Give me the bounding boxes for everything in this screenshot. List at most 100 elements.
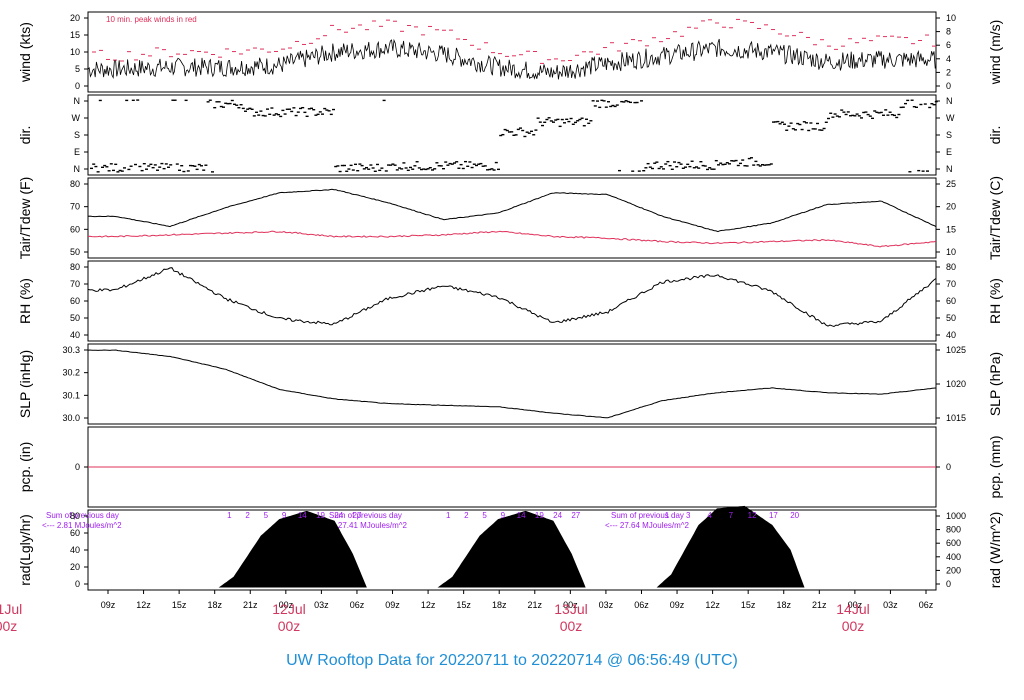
x-tick-label: 00z [279, 600, 294, 610]
slp-ylabel: SLP (inHg) [17, 350, 33, 418]
y-tick-label: 0 [946, 462, 951, 472]
rad-hour-label: 5 [482, 511, 487, 520]
rad-hour-label: 17 [769, 511, 778, 520]
chart-title: UW Rooftop Data for 20220711 to 20220714… [286, 652, 738, 669]
rad-hour-label: 5 [264, 511, 269, 520]
x-tick-label: 03z [314, 600, 329, 610]
y-tick-label: 2 [946, 67, 951, 77]
rad-annotation-3-line1: Sum of previous day [611, 511, 684, 520]
y-tick-label: 80 [70, 511, 80, 521]
rad-annotation-1-line1: Sum of previous day [46, 511, 119, 520]
y-tick-label: 60 [70, 528, 80, 538]
y-tick-label: 40 [946, 330, 956, 340]
rad-hour-label: 12 [748, 511, 757, 520]
x-tick-label: 12z [421, 600, 436, 610]
y-tick-label: 50 [70, 313, 80, 323]
y-tick-label: 1000 [946, 511, 966, 521]
y-tick-label: 50 [70, 247, 80, 257]
rad-hour-label: 1 [665, 511, 670, 520]
y-tick-label: 40 [70, 545, 80, 555]
y-tick-label: 1020 [946, 379, 966, 389]
y-tick-label: 10 [946, 13, 956, 23]
dew-point-line [87, 230, 937, 248]
date-hour-label: 00z [278, 618, 301, 634]
rad-hour-label: 20 [790, 511, 799, 520]
x-tick-label: 15z [741, 600, 756, 610]
y-tick-label: 60 [70, 296, 80, 306]
x-tick-label: 18z [776, 600, 791, 610]
x-tick-label: 15z [456, 600, 471, 610]
y-tick-label: 70 [946, 279, 956, 289]
rad-hour-label: 2 [464, 511, 469, 520]
y-tick-label: N [74, 164, 81, 174]
rad-hour-label: 19 [316, 511, 325, 520]
wind-ylabel: wind (kts) [17, 22, 33, 83]
y-tick-label: 1025 [946, 345, 966, 355]
y-tick-label: 400 [946, 552, 961, 562]
rad-hour-label: 9 [501, 511, 506, 520]
x-tick-label: 09z [101, 600, 116, 610]
rh-ylabel: RH (%) [17, 278, 33, 324]
rad-hour-label: 24 [553, 511, 562, 520]
rad-annotation-3-line2: <--- 27.64 MJoules/m^2 [605, 521, 690, 530]
y-tick-label: 0 [75, 462, 80, 472]
rad-annotation-1-line2: <--- 2.81 MJoules/m^2 [42, 521, 122, 530]
dir-ylabel-right: dir. [987, 126, 1003, 145]
y-tick-label: 40 [70, 330, 80, 340]
rad-hour-label: 1 [446, 511, 451, 520]
x-tick-label: 03z [599, 600, 614, 610]
x-tick-label: 18z [207, 600, 222, 610]
rad-hour-label: 9 [282, 511, 287, 520]
rad-ylabel: rad(Lgly/hr) [17, 514, 33, 586]
rad-hour-label: 4 [707, 511, 712, 520]
rad-annotation-2-line2: <--- 27.41 MJoules/m^2 [323, 521, 408, 530]
rad-annotations: Sum of previous day <--- 2.81 MJoules/m^… [42, 511, 690, 530]
x-tick-label: 03z [883, 600, 898, 610]
slp-line [87, 349, 937, 419]
x-tick-label: 09z [385, 600, 400, 610]
date-hour-label: 00z [842, 618, 865, 634]
y-tick-label: 1015 [946, 413, 966, 423]
air-temp-line [87, 188, 937, 233]
rh-line [87, 267, 937, 328]
x-tick-label: 12z [705, 600, 720, 610]
date-label: 13Jul [554, 601, 587, 617]
y-tick-label: 0 [75, 81, 80, 91]
y-tick-label: 30.1 [62, 390, 80, 400]
date-label: 14Jul [836, 601, 869, 617]
y-tick-label: 50 [946, 313, 956, 323]
date-hour-label: 00z [0, 618, 17, 634]
temp-ylabel-right: Tair/Tdew (C) [987, 176, 1003, 260]
rad-annotation-2-line1: Sum of previous day [329, 511, 402, 520]
x-axis: 09z 12z 15z 18z 21z 00z 03z 06z 09z 12z 15z 18z 21z 0… [0, 590, 934, 634]
rad-ylabel-right: rad (W/m^2) [987, 512, 1003, 589]
rad-hour-label: 1 [227, 511, 232, 520]
date-label: 12Jul [272, 601, 305, 617]
y-tick-label: N [946, 96, 953, 106]
x-tick-label: 21z [528, 600, 543, 610]
rad-day-area [656, 505, 805, 588]
y-tick-label: 8 [946, 27, 951, 37]
y-tick-label: S [946, 130, 952, 140]
y-tick-label: 200 [946, 565, 961, 575]
y-tick-label: 80 [70, 262, 80, 272]
x-tick-label: 06z [919, 600, 934, 610]
y-tick-label: 4 [946, 54, 951, 64]
y-tick-label: 0 [75, 579, 80, 589]
y-tick-label: 80 [70, 179, 80, 189]
dir-ylabel: dir. [17, 126, 33, 145]
y-tick-label: 6 [946, 40, 951, 50]
rad-hour-label: 14 [517, 511, 526, 520]
y-tick-label: 25 [946, 179, 956, 189]
y-titles: wind (kts) wind (m/s) dir. dir. Tair/Tde… [17, 20, 1003, 589]
y-tick-label: 70 [70, 202, 80, 212]
y-tick-label: N [946, 164, 953, 174]
x-tick-label: 18z [492, 600, 507, 610]
x-tick-label: 21z [243, 600, 258, 610]
rad-day-area [437, 510, 586, 588]
y-tick-label: 20 [70, 13, 80, 23]
y-tick-label: 60 [70, 224, 80, 234]
x-tick-label: 00z [563, 600, 578, 610]
y-tick-label: S [74, 130, 80, 140]
rad-hour-label: 7 [729, 511, 734, 520]
